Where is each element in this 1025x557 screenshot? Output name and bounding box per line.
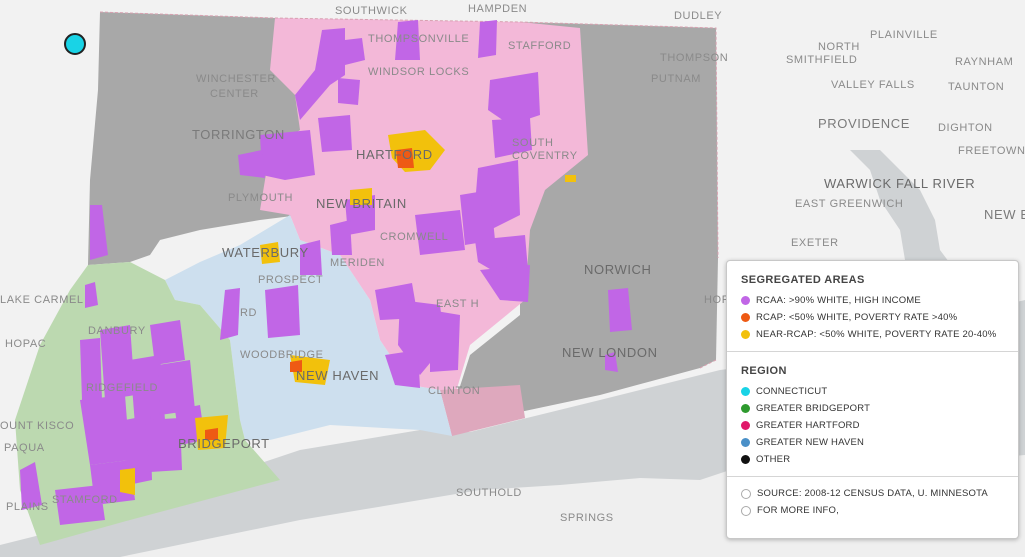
legend-item-near-rcap[interactable]: NEAR-RCAP: <50% WHITE, POVERTY RATE 20-4… [741, 326, 1004, 343]
legend-label: RCAA: >90% WHITE, HIGH INCOME [756, 295, 921, 306]
place-label: EXETER [791, 237, 839, 249]
legend-region-title: REGION [741, 365, 787, 377]
legend-divider [727, 476, 1018, 477]
source-label: SOURCE: 2008-12 CENSUS DATA, U. MINNESOT… [757, 488, 988, 499]
place-label: WINDSOR LOCKS [368, 66, 470, 78]
legend-item-rcaa[interactable]: RCAA: >90% WHITE, HIGH INCOME [741, 292, 1004, 309]
place-label: DUDLEY [674, 10, 723, 22]
place-label: NORTH [818, 41, 860, 53]
place-label: PLAINS [6, 501, 49, 513]
place-label: EAST GREENWICH [795, 198, 904, 210]
new-haven-swatch [741, 438, 750, 447]
place-label: PLAINVILLE [870, 29, 938, 41]
place-label: THOMPSON [660, 52, 729, 64]
legend-item-rcap[interactable]: RCAP: <50% WHITE, POVERTY RATE >40% [741, 309, 1004, 326]
hartford-swatch [741, 421, 750, 430]
place-label: PROVIDENCE [818, 116, 910, 131]
connecticut-marker[interactable] [64, 33, 86, 55]
place-label: STAMFORD [52, 494, 118, 506]
place-label: HAMPDEN [468, 3, 528, 15]
place-label: DIGHTON [938, 122, 993, 134]
more-info-radio-icon [741, 505, 751, 516]
more-info-label: FOR MORE INFO, [757, 505, 839, 516]
place-label: EAST H [436, 298, 480, 310]
place-label: OUNT KISCO [0, 420, 75, 432]
rcap-swatch [741, 313, 750, 322]
place-label: RD [240, 307, 258, 319]
place-label: SOUTH COVENTRY [512, 137, 578, 162]
place-label: SOUTHWICK [335, 5, 408, 17]
place-label: NEW HAVEN [296, 368, 380, 383]
place-label: CROMWELL [380, 231, 449, 243]
rcaa-swatch [741, 296, 750, 305]
legend-item-greater-new-haven[interactable]: GREATER NEW HAVEN [741, 434, 1004, 451]
place-label: NEW BRITAIN [316, 196, 407, 211]
place-label: THOMPSONVILLE [368, 33, 470, 45]
near-rcap-swatch [741, 330, 750, 339]
place-label: PROSPECT [258, 274, 324, 286]
legend-label: GREATER BRIDGEPORT [756, 403, 871, 414]
place-label: MERIDEN [330, 257, 385, 269]
source-radio-icon [741, 488, 751, 499]
place-label: TAUNTON [948, 81, 1005, 93]
region-hartford-south [440, 385, 525, 436]
place-label: BRIDGEPORT [178, 436, 270, 451]
place-label: NEW BE [984, 207, 1025, 222]
source-link[interactable]: SOURCE: 2008-12 CENSUS DATA, U. MINNESOT… [741, 485, 1004, 502]
legend-label: OTHER [756, 454, 791, 465]
place-label: HARTFORD [356, 147, 433, 162]
place-label: WINCHESTER [196, 73, 276, 85]
legend-segregated-title: SEGREGATED AREAS [741, 274, 865, 286]
place-label: VALLEY FALLS [831, 79, 915, 91]
legend-item-greater-bridgeport[interactable]: GREATER BRIDGEPORT [741, 400, 1004, 417]
legend-label: NEAR-RCAP: <50% WHITE, POVERTY RATE 20-4… [756, 329, 997, 340]
place-label: FREETOWN [958, 145, 1025, 157]
place-label: WARWICK [824, 176, 892, 191]
legend-item-other[interactable]: OTHER [741, 451, 1004, 468]
region-new-haven [165, 215, 452, 440]
more-info-link[interactable]: FOR MORE INFO, [741, 502, 1004, 519]
place-label: CENTER [210, 88, 259, 100]
place-label: NORWICH [584, 262, 652, 277]
place-label: WATERBURY [222, 245, 309, 260]
legend-item-greater-hartford[interactable]: GREATER HARTFORD [741, 417, 1004, 434]
place-label: HOPAC [5, 338, 47, 350]
place-label: WOODBRIDGE [240, 349, 324, 361]
legend-label: RCAP: <50% WHITE, POVERTY RATE >40% [756, 312, 958, 323]
legend-label: GREATER NEW HAVEN [756, 437, 865, 448]
place-label: CLINTON [428, 385, 481, 397]
rcap-tracts[interactable] [205, 148, 414, 440]
place-label: DANBURY [88, 325, 146, 337]
place-label: SOUTHOLD [456, 487, 522, 499]
place-label: PUTNAM [651, 73, 702, 85]
legend-item-connecticut[interactable]: CONNECTICUT [741, 383, 1004, 400]
place-label: RAYNHAM [955, 56, 1014, 68]
place-label: TORRINGTON [192, 127, 285, 142]
place-label: SPRINGS [560, 512, 614, 524]
place-label: RIDGEFIELD [86, 382, 159, 394]
bridgeport-swatch [741, 404, 750, 413]
legend-label: CONNECTICUT [756, 386, 828, 397]
place-label: NEW LONDON [562, 345, 658, 360]
map-legend: SEGREGATED AREAS RCAA: >90% WHITE, HIGH … [726, 260, 1019, 539]
place-label: SMITHFIELD [786, 54, 858, 66]
place-label: LAKE CARMEL [0, 294, 84, 306]
place-label: PLYMOUTH [228, 192, 294, 204]
rcaa-tracts[interactable] [20, 20, 632, 525]
place-label: STAFFORD [508, 40, 572, 52]
place-label: PAQUA [4, 442, 45, 454]
place-label: FALL RIVER [896, 176, 976, 191]
legend-label: GREATER HARTFORD [756, 420, 860, 431]
state-border [99, 11, 719, 369]
legend-divider [727, 351, 1018, 352]
other-swatch [741, 455, 750, 464]
connecticut-swatch [741, 387, 750, 396]
